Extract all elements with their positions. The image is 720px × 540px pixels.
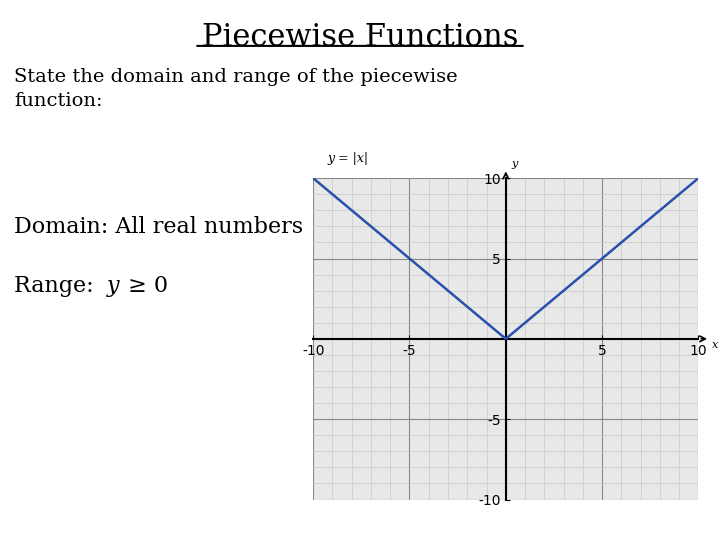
Text: Range:: Range:: [14, 275, 101, 298]
Text: Domain: All real numbers: Domain: All real numbers: [14, 216, 304, 238]
Text: y: y: [512, 159, 518, 169]
Text: State the domain and range of the piecewise
function:: State the domain and range of the piecew…: [14, 68, 458, 111]
Text: x: x: [712, 341, 718, 350]
Text: Piecewise Functions: Piecewise Functions: [202, 22, 518, 52]
Text: ≥ 0: ≥ 0: [121, 275, 168, 298]
Text: y: y: [107, 275, 120, 298]
Text: y = |x|: y = |x|: [328, 152, 369, 165]
